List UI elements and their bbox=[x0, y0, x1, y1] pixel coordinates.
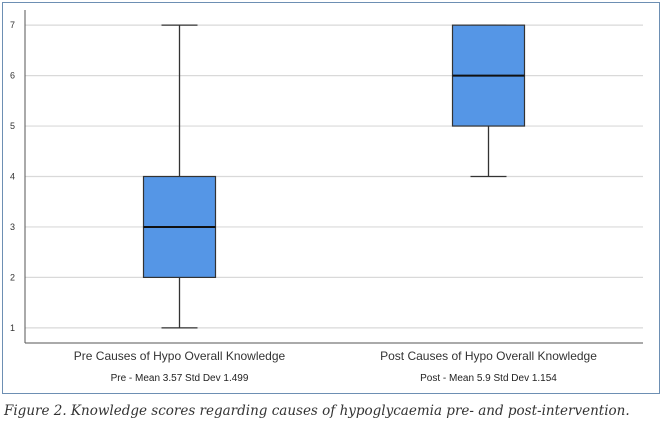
x-category-label-1: Post Causes of Hypo Overall Knowledge bbox=[380, 349, 597, 363]
figure-frame: 1 2 3 4 5 6 7 Pre Causes of Hypo Overall Knowle… bbox=[2, 2, 660, 394]
figure-caption: Figure 2. Knowledge scores regarding cau… bbox=[4, 403, 630, 419]
box-post bbox=[451, 24, 526, 178]
y-tick-label-7: 7 bbox=[10, 20, 15, 30]
y-tick-label-1: 1 bbox=[10, 323, 15, 333]
y-tick-label-6: 6 bbox=[10, 71, 15, 81]
box-pre bbox=[142, 24, 217, 329]
y-tick-label-5: 5 bbox=[10, 121, 15, 131]
y-tick-label-3: 3 bbox=[10, 222, 15, 232]
stats-label-1: Post - Mean 5.9 Std Dev 1.154 bbox=[420, 373, 557, 384]
x-category-label-0: Pre Causes of Hypo Overall Knowledge bbox=[74, 349, 286, 363]
y-tick-label-4: 4 bbox=[10, 172, 15, 182]
y-tick-label-2: 2 bbox=[10, 272, 15, 282]
stats-label-0: Pre - Mean 3.57 Std Dev 1.499 bbox=[111, 373, 249, 384]
box-plot-chart: 1 2 3 4 5 6 7 Pre Causes of Hypo Overall Knowle… bbox=[10, 10, 643, 384]
